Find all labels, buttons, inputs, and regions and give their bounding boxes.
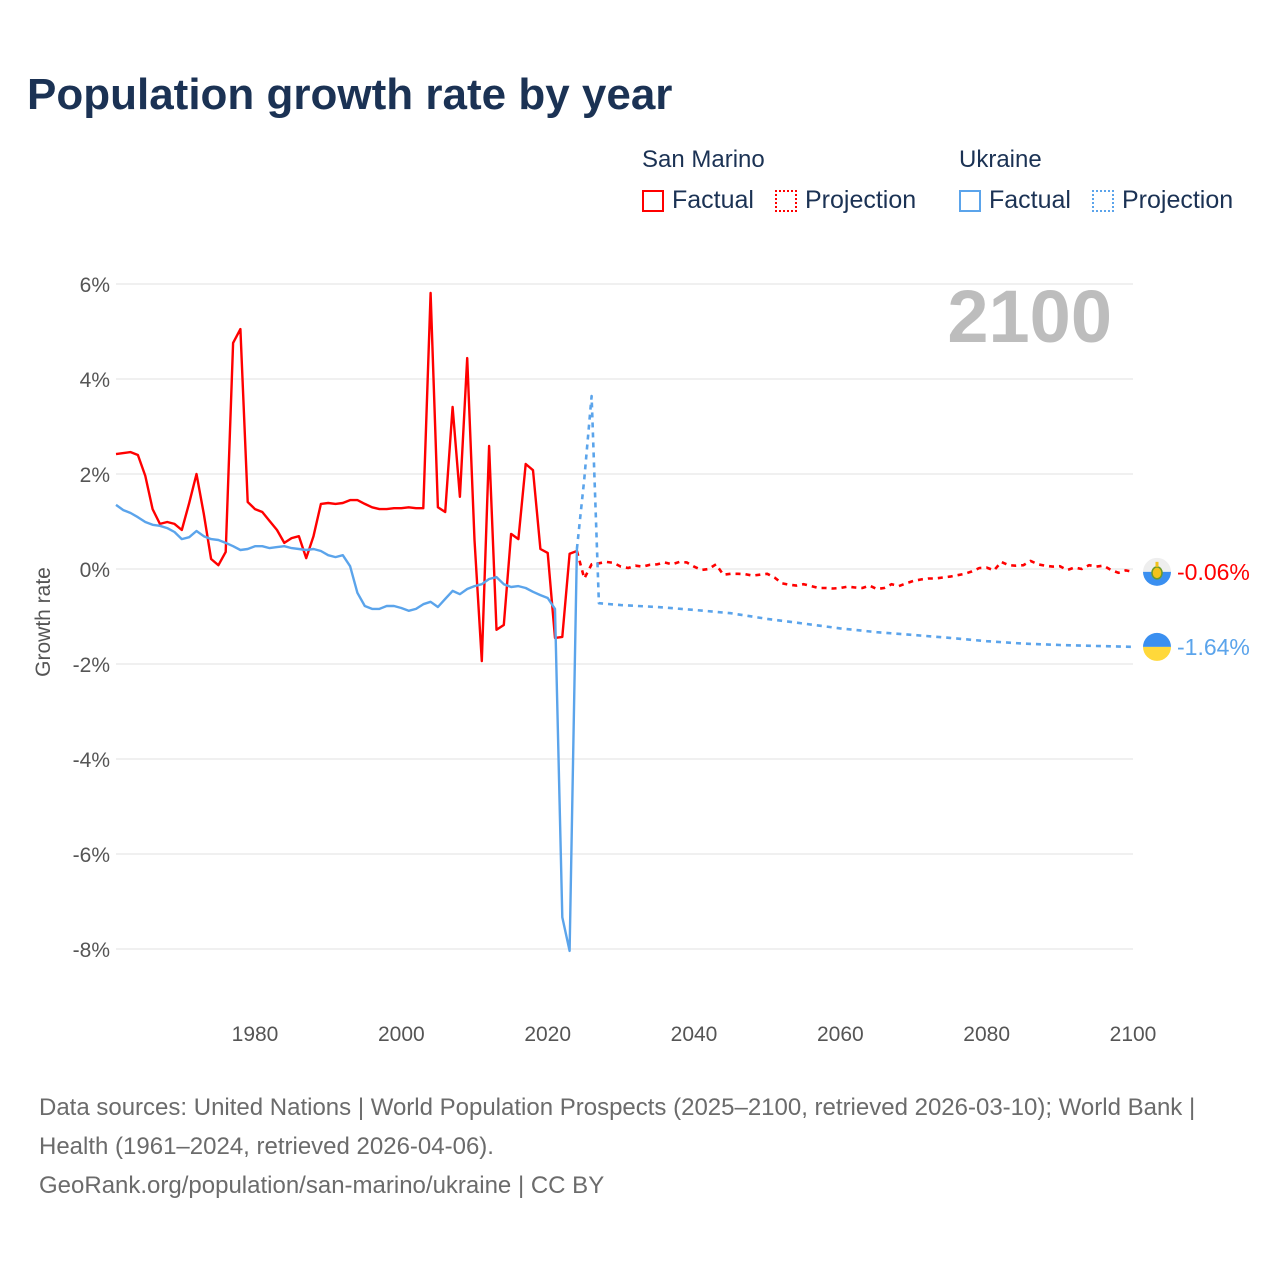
legend-san-marino-projection[interactable]: Projection bbox=[775, 186, 916, 215]
x-tick-label: 2100 bbox=[1110, 1023, 1157, 1046]
x-tick-label: 2000 bbox=[378, 1023, 425, 1046]
legend-ukraine-factual[interactable]: Factual bbox=[959, 186, 1071, 215]
san-marino-flag-icon bbox=[1143, 557, 1171, 586]
ukraine-flag-icon bbox=[1143, 632, 1171, 661]
series-line-san-marino-factual bbox=[115, 291, 578, 663]
y-tick-label: 2% bbox=[80, 464, 110, 487]
end-value-label: -1.64% bbox=[1177, 634, 1250, 660]
y-tick-label: 0% bbox=[80, 559, 110, 582]
y-tick-label: 6% bbox=[80, 274, 110, 297]
y-tick-label: -4% bbox=[73, 749, 110, 772]
y-axis-label: Growth rate bbox=[32, 567, 55, 677]
credit-link[interactable]: GeoRank.org/population/san-marino/ukrain… bbox=[39, 1172, 605, 1199]
x-tick-label: 2040 bbox=[671, 1023, 718, 1046]
legend-swatch-dotted-blue bbox=[1092, 189, 1114, 212]
series-line-san-marino-projection bbox=[575, 550, 1134, 591]
legend-swatch-solid-red bbox=[642, 189, 664, 212]
x-tick-label: 2020 bbox=[524, 1023, 571, 1046]
legend-label: Projection bbox=[805, 186, 917, 214]
chart-plot: 6% 4% 2% 0% -2% -4% -6% -8% 1980 2000 2020 2040 2060… bbox=[32, 274, 1250, 1046]
chart-title: Population growth rate by year bbox=[27, 70, 673, 119]
series-line-ukraine-projection bbox=[575, 394, 1134, 649]
legend-label: Factual bbox=[989, 186, 1071, 214]
legend-group-ukraine: Ukraine bbox=[959, 146, 1042, 173]
year-watermark: 2100 bbox=[947, 275, 1112, 358]
y-tick-label: -6% bbox=[73, 844, 110, 867]
x-tick-label: 2060 bbox=[817, 1023, 864, 1046]
legend-label: Factual bbox=[672, 186, 754, 214]
y-tick-label: 4% bbox=[80, 369, 110, 392]
legend-group-san-marino: San Marino bbox=[642, 146, 765, 173]
legend-swatch-dotted-red bbox=[775, 189, 797, 212]
y-tick-label: -2% bbox=[73, 654, 110, 677]
series-line-ukraine-factual bbox=[115, 503, 579, 953]
legend-label: Projection bbox=[1122, 186, 1234, 214]
legend-swatch-solid-blue bbox=[959, 189, 981, 212]
y-tick-label: -8% bbox=[73, 939, 110, 962]
x-tick-label: 2080 bbox=[963, 1023, 1010, 1046]
legend-ukraine-projection[interactable]: Projection bbox=[1092, 186, 1233, 215]
data-sources: Data sources: United Nations | World Pop… bbox=[39, 1094, 1196, 1160]
end-value-label: -0.06% bbox=[1177, 559, 1250, 585]
footer: Data sources: United Nations | World Pop… bbox=[39, 1088, 1239, 1205]
legend-san-marino-factual[interactable]: Factual bbox=[642, 186, 754, 215]
x-tick-label: 1980 bbox=[232, 1023, 279, 1046]
